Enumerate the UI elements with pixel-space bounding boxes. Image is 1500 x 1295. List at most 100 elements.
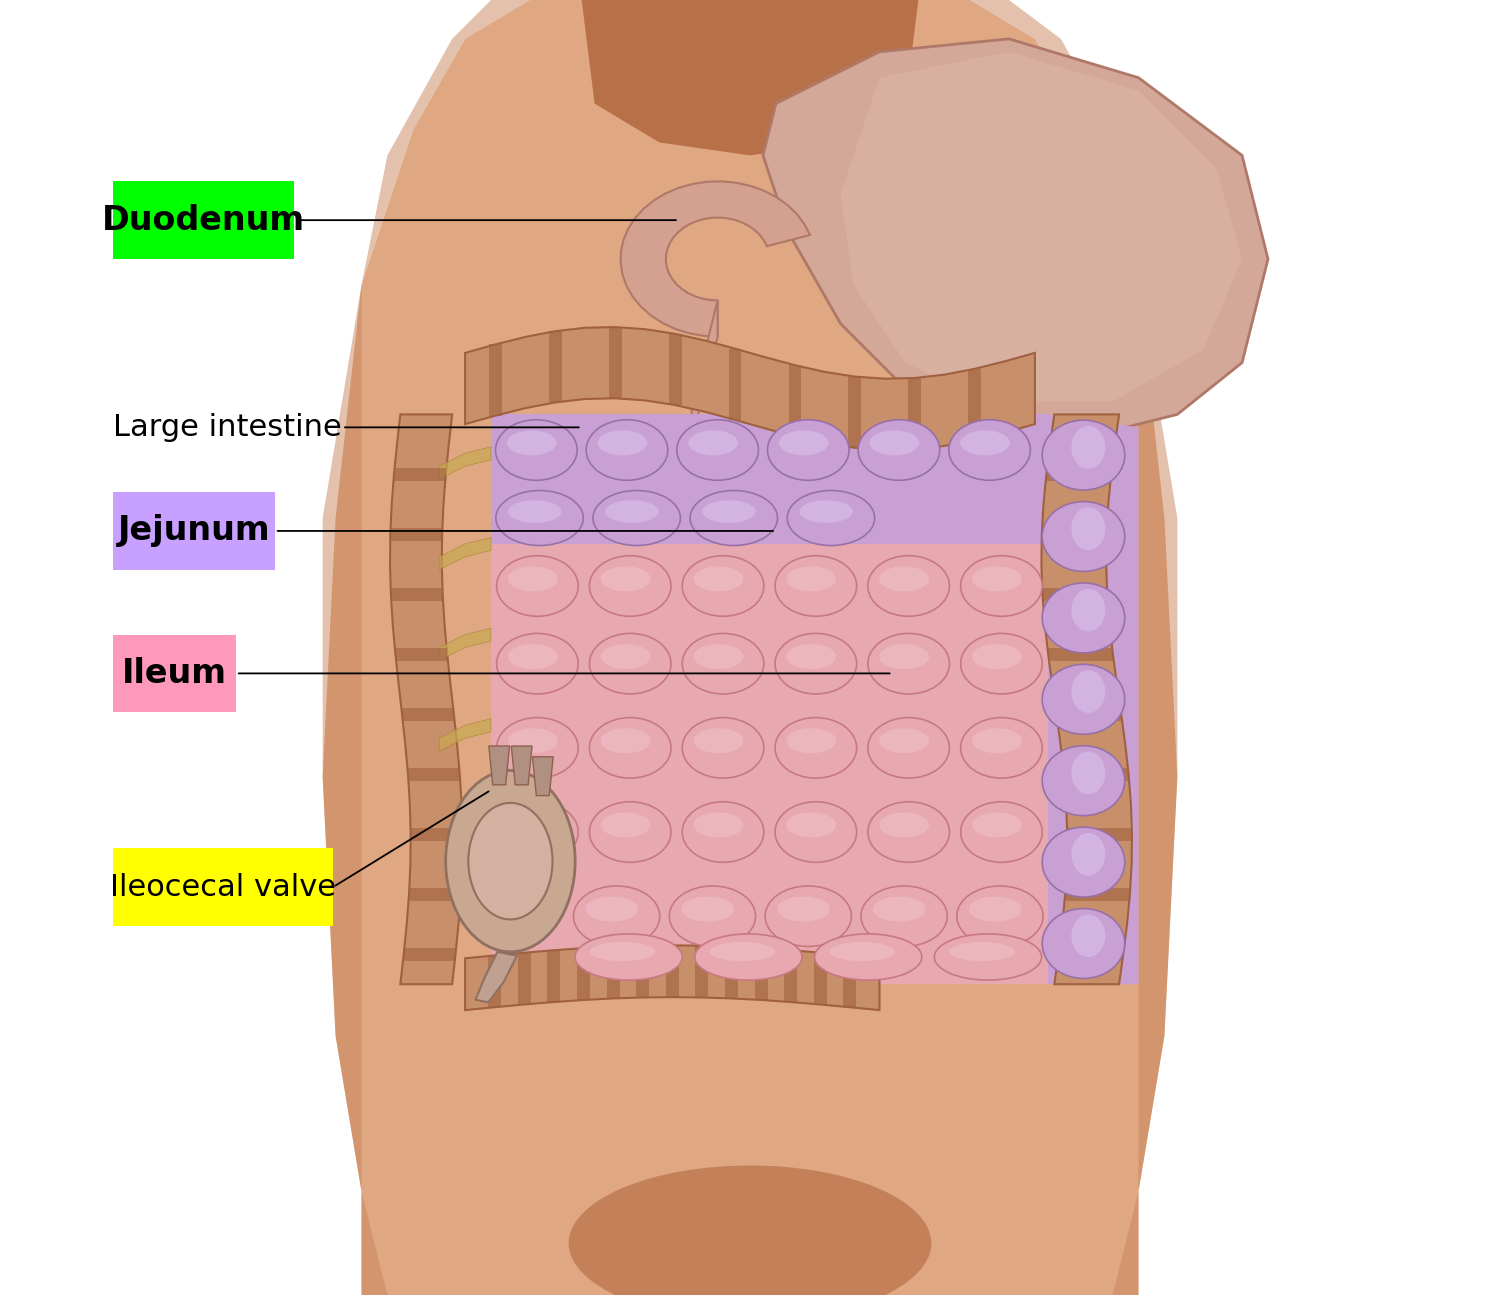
- Ellipse shape: [509, 566, 558, 592]
- Ellipse shape: [568, 1166, 932, 1295]
- Text: Ileum: Ileum: [122, 657, 226, 690]
- Ellipse shape: [1071, 671, 1106, 712]
- Polygon shape: [754, 948, 768, 1000]
- Text: Duodenum: Duodenum: [102, 203, 304, 237]
- Polygon shape: [440, 537, 491, 570]
- Ellipse shape: [592, 491, 681, 545]
- Text: Large intestine: Large intestine: [112, 413, 342, 442]
- Ellipse shape: [669, 886, 756, 947]
- Polygon shape: [815, 953, 827, 1005]
- Ellipse shape: [777, 896, 830, 922]
- Ellipse shape: [776, 802, 856, 862]
- Ellipse shape: [870, 430, 919, 456]
- Ellipse shape: [602, 812, 651, 838]
- Polygon shape: [1047, 467, 1112, 480]
- Ellipse shape: [1071, 426, 1106, 469]
- Polygon shape: [404, 948, 456, 961]
- Ellipse shape: [496, 802, 578, 862]
- Ellipse shape: [585, 896, 638, 922]
- Ellipse shape: [1042, 909, 1125, 979]
- Ellipse shape: [969, 896, 1022, 922]
- Ellipse shape: [1042, 501, 1125, 571]
- Ellipse shape: [693, 566, 744, 592]
- Ellipse shape: [509, 500, 561, 523]
- Polygon shape: [322, 0, 530, 1295]
- Polygon shape: [396, 648, 447, 660]
- Polygon shape: [476, 952, 518, 1002]
- Ellipse shape: [496, 717, 578, 778]
- Ellipse shape: [972, 644, 1022, 670]
- Ellipse shape: [1042, 664, 1125, 734]
- Polygon shape: [489, 344, 501, 416]
- Ellipse shape: [868, 633, 950, 694]
- Ellipse shape: [765, 886, 852, 947]
- Polygon shape: [696, 945, 708, 997]
- Polygon shape: [440, 447, 491, 479]
- Ellipse shape: [446, 771, 574, 952]
- Polygon shape: [1041, 414, 1132, 984]
- Polygon shape: [621, 181, 810, 337]
- FancyBboxPatch shape: [112, 492, 274, 570]
- Polygon shape: [512, 746, 532, 785]
- Ellipse shape: [858, 420, 939, 480]
- Ellipse shape: [676, 420, 759, 480]
- Ellipse shape: [495, 420, 578, 480]
- Ellipse shape: [590, 802, 670, 862]
- Ellipse shape: [950, 420, 1030, 480]
- Polygon shape: [488, 956, 501, 1008]
- Ellipse shape: [602, 566, 651, 592]
- Text: Ileocecal valve: Ileocecal valve: [110, 873, 336, 901]
- Ellipse shape: [960, 556, 1042, 616]
- Polygon shape: [411, 828, 462, 840]
- Ellipse shape: [778, 430, 828, 456]
- Polygon shape: [390, 414, 462, 984]
- Ellipse shape: [868, 717, 950, 778]
- Ellipse shape: [972, 566, 1022, 592]
- Ellipse shape: [1071, 751, 1106, 794]
- Text: Jejunum: Jejunum: [117, 514, 270, 548]
- Polygon shape: [322, 0, 1178, 1295]
- Ellipse shape: [960, 802, 1042, 862]
- Ellipse shape: [573, 886, 660, 947]
- Ellipse shape: [1071, 914, 1106, 957]
- Ellipse shape: [690, 491, 777, 545]
- Ellipse shape: [496, 633, 578, 694]
- Ellipse shape: [879, 728, 928, 754]
- Ellipse shape: [702, 500, 756, 523]
- Polygon shape: [1042, 528, 1107, 541]
- Ellipse shape: [868, 556, 950, 616]
- Polygon shape: [465, 945, 879, 1010]
- Ellipse shape: [604, 500, 658, 523]
- Polygon shape: [490, 414, 1048, 557]
- Polygon shape: [764, 39, 1268, 440]
- Ellipse shape: [788, 491, 874, 545]
- Polygon shape: [549, 332, 561, 403]
- Polygon shape: [840, 52, 1242, 401]
- Ellipse shape: [682, 556, 764, 616]
- Ellipse shape: [786, 644, 836, 670]
- Polygon shape: [849, 377, 861, 448]
- Ellipse shape: [682, 717, 764, 778]
- Polygon shape: [784, 951, 796, 1002]
- Polygon shape: [1048, 414, 1138, 984]
- Ellipse shape: [507, 430, 556, 456]
- FancyBboxPatch shape: [112, 635, 236, 712]
- Ellipse shape: [776, 717, 856, 778]
- Polygon shape: [1056, 708, 1120, 721]
- Polygon shape: [582, 0, 918, 155]
- Ellipse shape: [934, 934, 1041, 980]
- Ellipse shape: [590, 633, 670, 694]
- Ellipse shape: [960, 717, 1042, 778]
- Ellipse shape: [786, 566, 836, 592]
- Ellipse shape: [509, 812, 558, 838]
- Ellipse shape: [1071, 589, 1106, 632]
- FancyBboxPatch shape: [112, 181, 294, 259]
- Polygon shape: [666, 945, 680, 997]
- Ellipse shape: [972, 812, 1022, 838]
- Ellipse shape: [682, 633, 764, 694]
- Ellipse shape: [1071, 833, 1106, 875]
- Ellipse shape: [1042, 583, 1125, 653]
- Ellipse shape: [681, 896, 734, 922]
- Ellipse shape: [800, 500, 853, 523]
- Polygon shape: [606, 947, 619, 998]
